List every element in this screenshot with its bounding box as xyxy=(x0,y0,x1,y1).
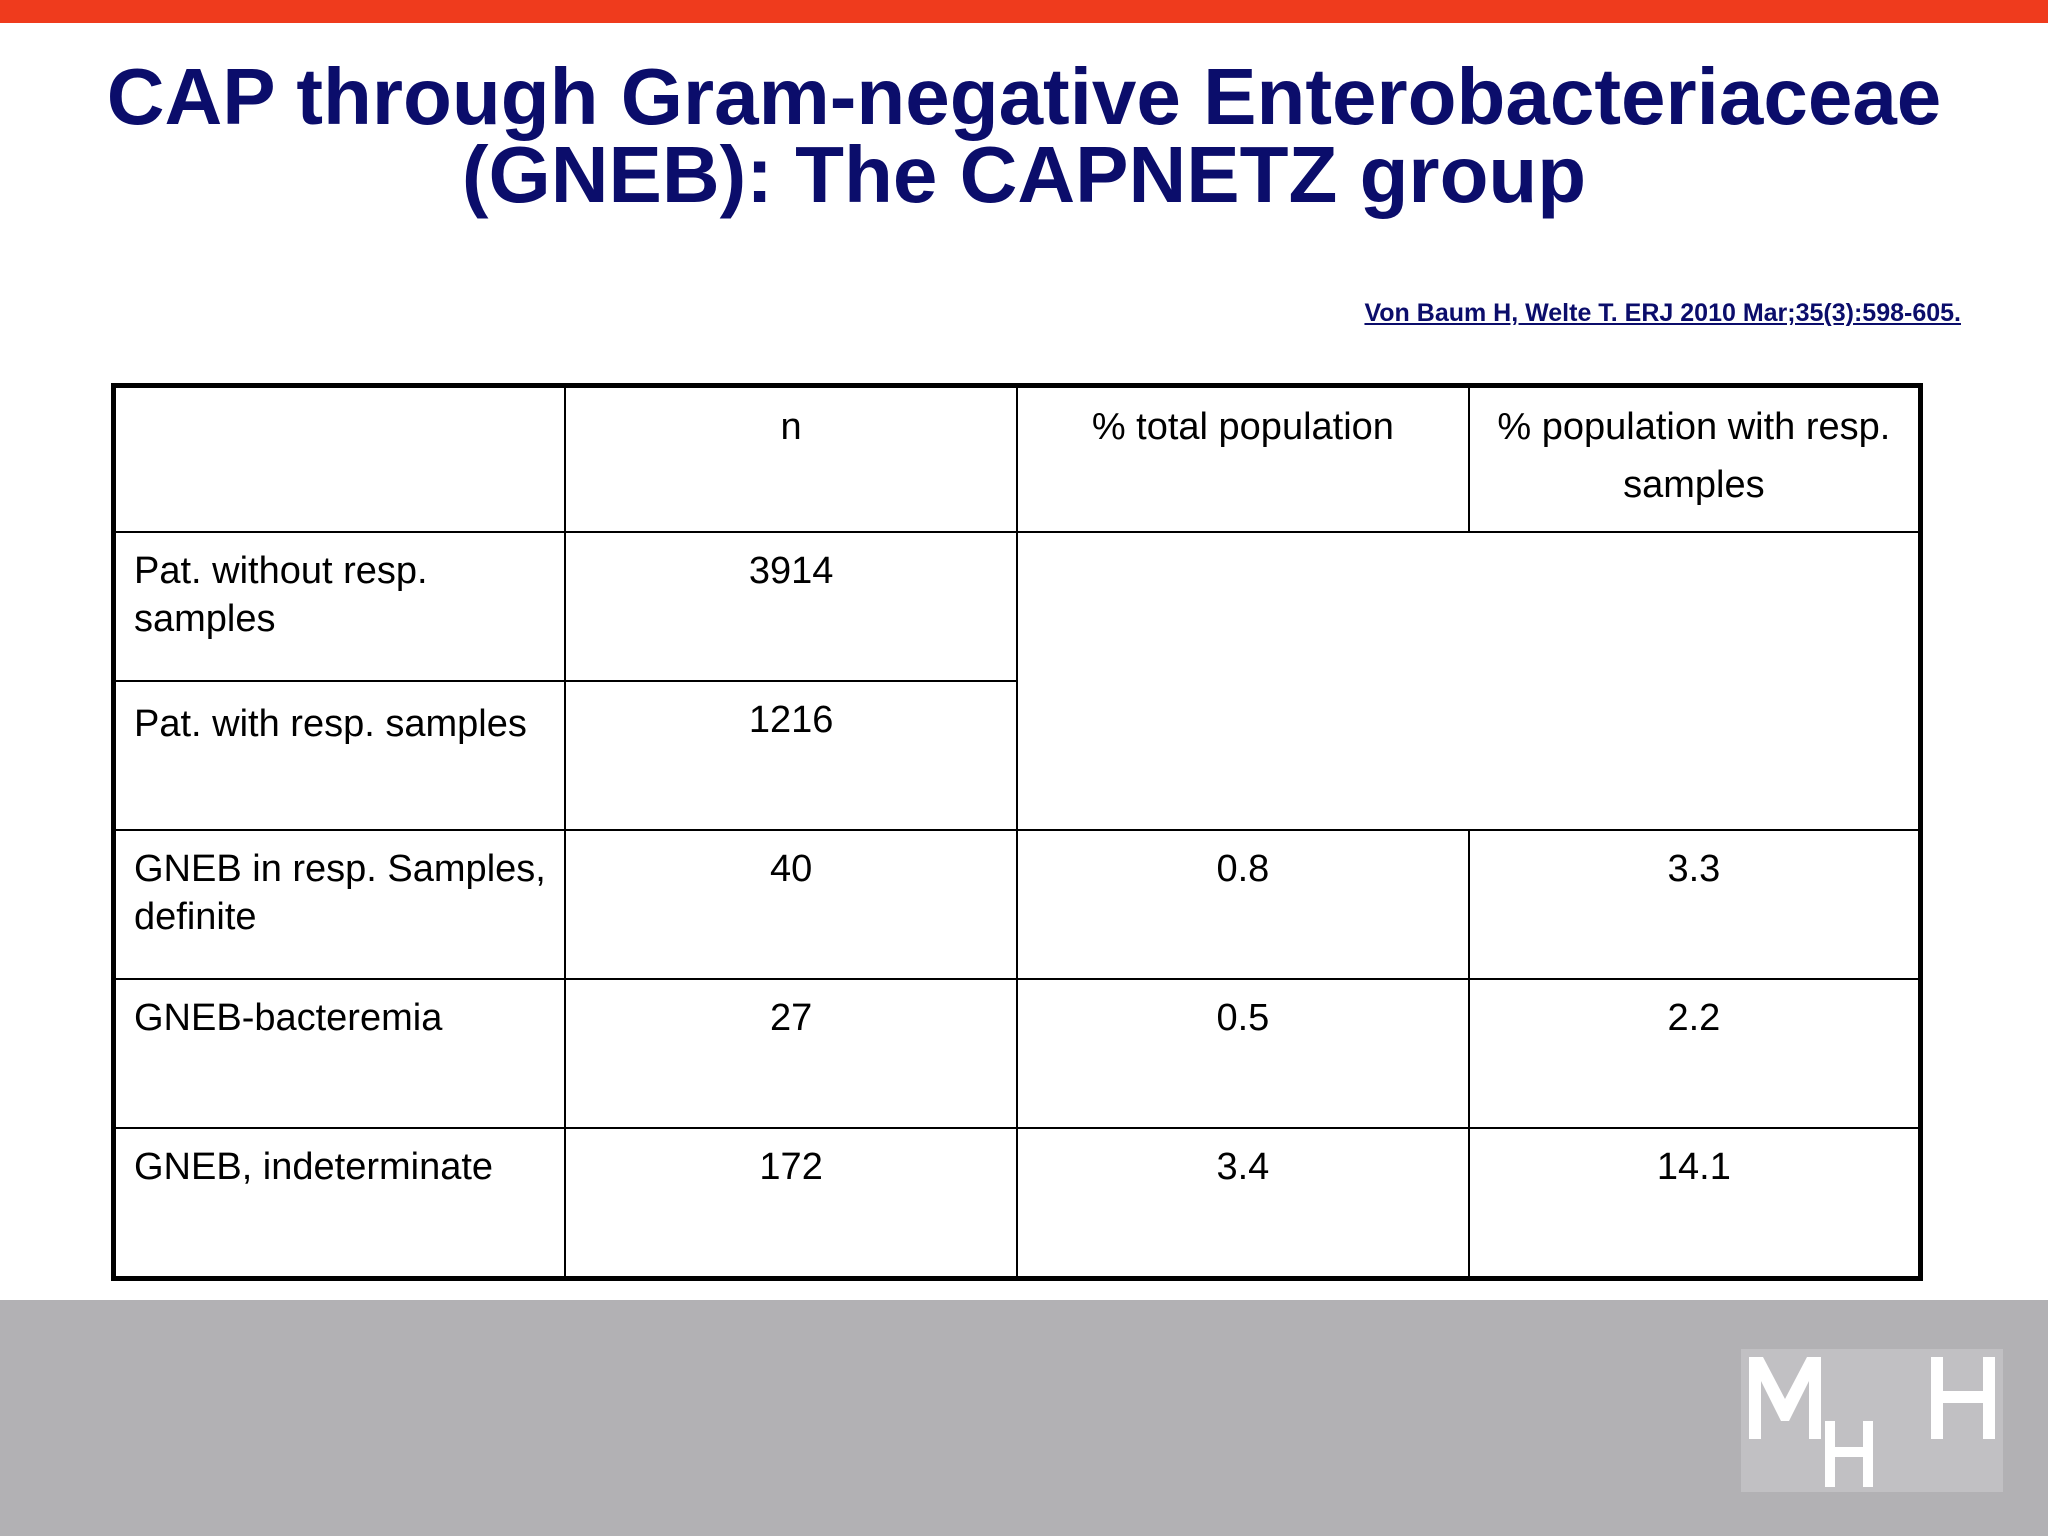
table-row: GNEB-bacteremia 27 0.5 2.2 xyxy=(112,978,1922,1129)
slide-title: CAP through Gram-negative Enterobacteria… xyxy=(0,52,2048,219)
cell-pct-resp: 3.3 xyxy=(1467,829,1922,980)
cell-pct-total: 0.8 xyxy=(1016,829,1470,980)
row-label: GNEB-bacteremia xyxy=(112,978,567,1129)
cell-pct-resp: 2.2 xyxy=(1467,978,1922,1129)
row-label: GNEB, indeterminate xyxy=(112,1127,567,1280)
header-cell-pct-resp: % population with resp. samples xyxy=(1467,384,1922,533)
citation-link[interactable]: Von Baum H, Welte T. ERJ 2010 Mar;35(3):… xyxy=(1364,299,1961,327)
header-cell-empty xyxy=(112,384,567,533)
header-cell-n: n xyxy=(564,384,1018,533)
row-label: Pat. without resp. samples xyxy=(112,531,567,682)
table-row: Pat. without resp. samples 3914 xyxy=(112,531,1922,831)
slide-title-line-2: (GNEB): The CAPNETZ group xyxy=(461,130,1587,219)
table-header-row: n % total population % population with r… xyxy=(112,384,1922,533)
row-label: Pat. with resp. samples xyxy=(112,680,567,831)
merged-empty-cell xyxy=(1016,531,1922,831)
cell-n: 3914 xyxy=(564,531,1018,682)
header-cell-pct-total: % total population xyxy=(1016,384,1470,533)
footer-band xyxy=(0,1300,2048,1536)
mhh-logo-icon xyxy=(1741,1349,2003,1492)
cell-n: 172 xyxy=(564,1127,1018,1280)
cell-n: 40 xyxy=(564,829,1018,980)
cell-pct-resp: 14.1 xyxy=(1467,1127,1922,1280)
row-label: GNEB in resp. Samples, definite xyxy=(112,829,567,980)
cell-pct-total: 3.4 xyxy=(1016,1127,1470,1280)
top-accent-bar xyxy=(0,0,2048,23)
table-row: Pat. with resp. samples 1216 xyxy=(112,680,1921,831)
cell-n: 1216 xyxy=(564,680,1018,831)
cell-n: 27 xyxy=(564,978,1018,1129)
table-row: GNEB in resp. Samples, definite 40 0.8 3… xyxy=(112,829,1922,980)
slide-title-line-1: CAP through Gram-negative Enterobacteria… xyxy=(106,52,1942,141)
cell-pct-total: 0.5 xyxy=(1016,978,1470,1129)
results-table: n % total population % population with r… xyxy=(111,383,1923,1281)
table-row: GNEB, indeterminate 172 3.4 14.1 xyxy=(112,1127,1922,1280)
